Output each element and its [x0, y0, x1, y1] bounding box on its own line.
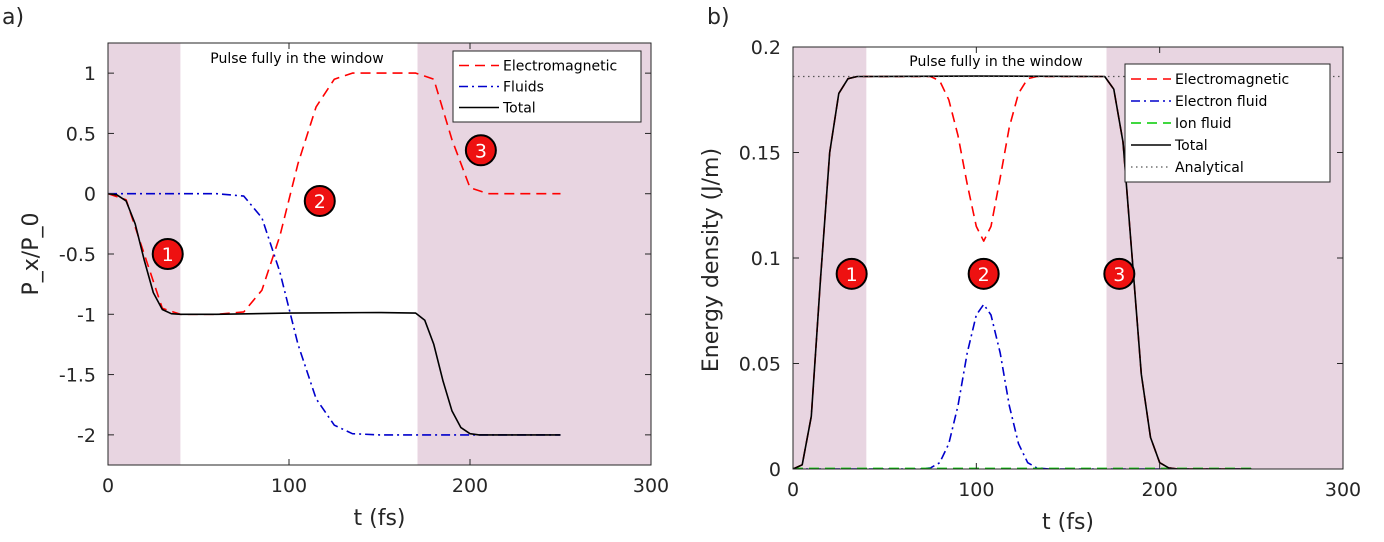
y-tick-label: -2 [77, 425, 96, 447]
x-tick-label: 300 [633, 475, 669, 497]
marker-label: 2 [978, 264, 990, 286]
x-tick-label: 100 [271, 475, 307, 497]
legend-box [1124, 63, 1331, 183]
y-tick-label: 0.15 [739, 143, 781, 165]
y-tick-label: 0 [769, 459, 781, 481]
series-line-total [108, 192, 561, 436]
y-axis-label: Energy density (J/m) [699, 148, 724, 372]
legend-entry: Analytical [1175, 160, 1244, 176]
y-tick-label: 0.2 [751, 37, 781, 59]
x-axis-label: t (fs) [354, 506, 406, 531]
legend-entry: Fluids [503, 80, 544, 96]
x-tick-label: 300 [1325, 479, 1361, 501]
y-tick-label: -1.5 [59, 365, 96, 387]
x-tick-label: 200 [452, 475, 488, 497]
legend-entry: Total [1174, 138, 1208, 154]
pulse-annotation: Pulse fully in the window [909, 54, 1082, 70]
pulse-annotation: Pulse fully in the window [210, 51, 383, 67]
series-line-fluids [108, 192, 561, 436]
legend: Electromagnetic Fluids Total [452, 50, 642, 123]
marker-label: 1 [162, 244, 174, 266]
legend-entry: Electromagnetic [1175, 72, 1289, 88]
marker-label: 3 [475, 140, 487, 162]
panel-a: Pulse fully in the window 1 2 3 0 100 200 300 1 0… [2, 5, 669, 531]
marker-circle-1 [835, 257, 868, 290]
shaded-region [793, 47, 867, 469]
marker-label: 3 [1113, 264, 1125, 286]
y-tick-label: 0.05 [739, 354, 781, 376]
marker-label: 1 [846, 264, 858, 286]
x-tick-label: 100 [958, 479, 994, 501]
legend-entry: Total [502, 101, 536, 117]
legend-entry: Electron fluid [1175, 94, 1267, 110]
series-lines [108, 72, 561, 436]
x-tick-label: 0 [787, 479, 799, 501]
legend-entry: Ion fluid [1175, 116, 1232, 132]
x-tick-label: 0 [102, 475, 114, 497]
y-axis-label: P_x/P_0 [19, 213, 44, 296]
panel-label: a) [2, 5, 24, 30]
panel-label: b) [707, 5, 730, 30]
series-line-total [793, 75, 1252, 469]
y-tick-label: -0.5 [59, 244, 96, 266]
marker-label: 2 [314, 191, 326, 213]
legend-entry: Electromagnetic [503, 59, 617, 75]
series-lines [793, 75, 1343, 469]
series-line-electromagnetic [108, 72, 561, 316]
y-tick-label: 0.5 [66, 123, 96, 145]
legend: Electromagnetic Electron fluid Ion fluid To… [1124, 63, 1331, 183]
y-tick-label: -1 [77, 304, 96, 326]
marker-circle-3 [1103, 257, 1136, 290]
x-tick-label: 200 [1142, 479, 1178, 501]
marker-circle-2 [967, 257, 1000, 290]
marker-circle-1 [151, 238, 184, 270]
marker-circle-2 [303, 184, 336, 217]
y-tick-label: 0 [84, 184, 96, 206]
series-line-electromagnetic [793, 75, 1252, 469]
panel-b: Pulse fully in the window 1 2 3 0 100 200 300 0 0… [699, 5, 1361, 535]
y-tick-label: 1 [84, 63, 96, 85]
y-tick-label: 0.1 [751, 248, 781, 270]
x-axis-label: t (fs) [1042, 510, 1094, 535]
marker-circle-3 [464, 134, 497, 167]
